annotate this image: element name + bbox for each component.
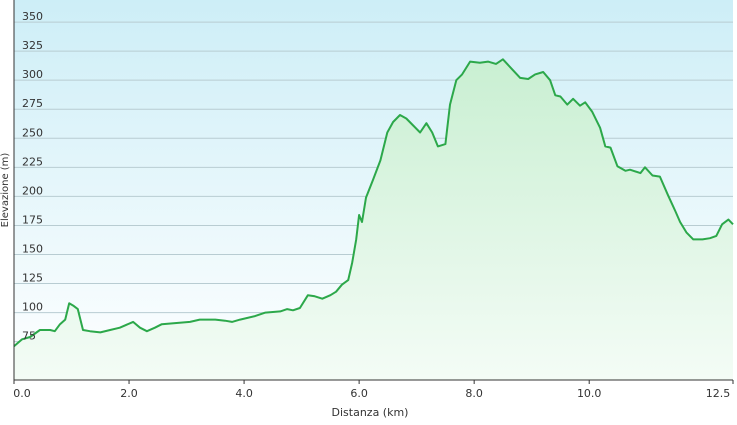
x-tick-label: 0.0 xyxy=(13,387,31,400)
y-tick-label: 350 xyxy=(22,10,43,23)
x-tick-label: 2.0 xyxy=(120,387,138,400)
y-tick-label: 250 xyxy=(22,126,43,139)
area-fill xyxy=(14,59,733,381)
x-tick-label: 12.5 xyxy=(706,387,731,400)
y-tick-label: 150 xyxy=(22,242,43,255)
y-tick-label: 275 xyxy=(22,97,43,110)
y-tick-label: 325 xyxy=(22,39,43,52)
y-axis-label: Elevazione (m) xyxy=(0,153,11,228)
x-tick-label: 4.0 xyxy=(235,387,253,400)
y-tick-label: 225 xyxy=(22,155,43,168)
y-tick-label: 100 xyxy=(22,301,43,314)
x-tick-label: 8.0 xyxy=(465,387,483,400)
y-tick-label: 125 xyxy=(22,272,43,285)
x-axis-label: Distanza (km) xyxy=(332,406,409,419)
y-tick-label: 300 xyxy=(22,68,43,81)
y-tick-label: 75 xyxy=(22,330,36,343)
x-tick-label: 6.0 xyxy=(350,387,368,400)
y-tick-label: 175 xyxy=(22,213,43,226)
elevation-line xyxy=(13,58,734,348)
x-tick-label: 10.0 xyxy=(577,387,602,400)
y-tick-label: 200 xyxy=(22,184,43,197)
